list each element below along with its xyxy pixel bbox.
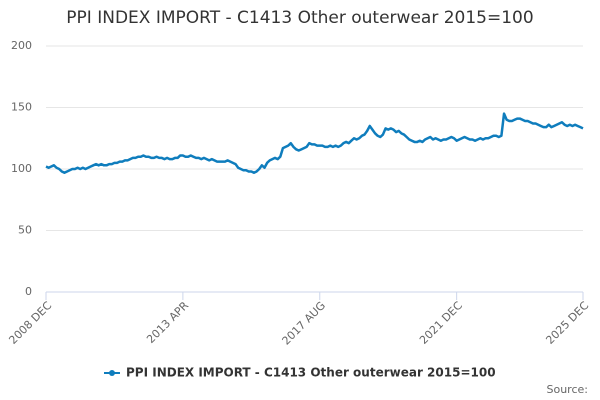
x-tick-label: 2008 DEC (6, 299, 54, 347)
y-tick-label: 50 (18, 224, 32, 237)
legend-marker (109, 370, 115, 376)
source: Source: (547, 383, 589, 396)
series-line (45, 112, 584, 174)
y-tick-label: 150 (11, 101, 32, 114)
y-tick-label: 200 (11, 39, 32, 52)
chart-title: PPI INDEX IMPORT - C1413 Other outerwear… (66, 8, 533, 28)
legend-label: PPI INDEX IMPORT - C1413 Other outerwear… (126, 366, 496, 380)
y-tick-label: 0 (25, 285, 32, 298)
x-tick-label: 2021 DEC (417, 299, 465, 347)
x-tick-label: 2025 DEC (543, 299, 591, 347)
x-tick-label: 2017 AUG (280, 299, 329, 348)
y-tick-label: 100 (11, 162, 32, 175)
x-tick-label: 2013 APR (144, 299, 191, 346)
